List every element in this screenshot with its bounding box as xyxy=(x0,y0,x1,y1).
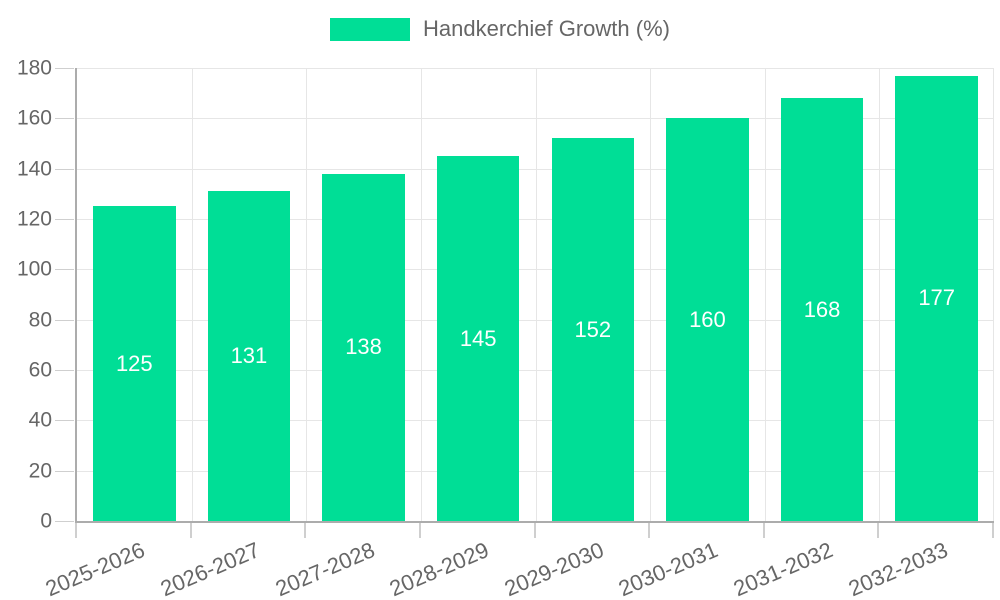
y-tick-mark-20 xyxy=(55,470,74,472)
y-tick-label-20: 20 xyxy=(28,459,52,483)
y-tick-mark-120 xyxy=(55,219,74,220)
legend-swatch xyxy=(330,17,410,41)
x-tick-mark-1 xyxy=(189,523,192,538)
bar-2030-2031[interactable]: 160 xyxy=(666,118,749,521)
v-gridline-4 xyxy=(535,68,537,521)
v-gridline-7 xyxy=(879,68,881,521)
bar-2029-2030[interactable]: 152 xyxy=(551,138,635,521)
v-gridline-6 xyxy=(764,68,766,521)
bar-2025-2026[interactable]: 125 xyxy=(93,206,176,521)
x-tick-mark-8 xyxy=(992,523,994,538)
y-tick-mark-160 xyxy=(55,118,74,120)
x-tick-mark-5 xyxy=(648,523,651,538)
bar-2027-2028[interactable]: 138 xyxy=(322,173,405,521)
bar-2026-2027[interactable]: 131 xyxy=(207,191,291,521)
y-tick-label-60: 60 xyxy=(28,358,52,382)
legend-item[interactable]: Handkerchief Growth (%) xyxy=(0,16,1000,41)
x-tick-mark-6 xyxy=(762,523,765,538)
y-tick-mark-140 xyxy=(55,168,74,170)
v-gridline-1 xyxy=(191,68,193,521)
bar-value-label: 152 xyxy=(574,316,612,342)
bar-value-label: 145 xyxy=(459,325,497,351)
bar-2031-2032[interactable]: 168 xyxy=(780,98,864,521)
bar-value-label: 160 xyxy=(689,306,726,332)
y-tick-mark-180 xyxy=(55,68,74,69)
bar-2028-2029[interactable]: 145 xyxy=(436,156,520,521)
y-tick-label-80: 80 xyxy=(28,308,52,332)
x-tick-mark-4 xyxy=(533,523,536,538)
x-tick-label-2025-2026: 2025-2026 xyxy=(42,537,149,600)
x-tick-mark-7 xyxy=(877,523,880,538)
bar-value-label: 168 xyxy=(803,296,841,322)
plot-area: 125 131 138 145 152 160 168 177 xyxy=(75,68,994,523)
bar-value-label: 131 xyxy=(230,343,268,369)
y-tick-label-140: 140 xyxy=(16,157,52,181)
y-tick-mark-60 xyxy=(55,370,74,371)
y-tick-label-40: 40 xyxy=(28,408,52,432)
y-tick-mark-80 xyxy=(55,319,74,321)
y-tick-mark-40 xyxy=(55,420,74,422)
y-tick-mark-100 xyxy=(55,269,74,271)
v-gridline-8 xyxy=(993,68,994,521)
bar-value-label: 177 xyxy=(918,285,956,311)
bar-value-label: 138 xyxy=(345,334,382,360)
v-gridline-5 xyxy=(650,68,652,521)
y-tick-label-0: 0 xyxy=(40,509,52,533)
y-tick-label-180: 180 xyxy=(16,56,52,80)
y-tick-mark-0 xyxy=(55,521,74,522)
bar-value-label: 125 xyxy=(115,350,153,376)
x-tick-mark-3 xyxy=(418,523,421,538)
x-tick-mark-2 xyxy=(304,523,307,538)
legend-label: Handkerchief Growth (%) xyxy=(423,16,670,41)
x-tick-mark-0 xyxy=(75,523,77,538)
v-gridline-2 xyxy=(306,68,308,521)
y-tick-label-100: 100 xyxy=(16,257,52,281)
v-gridline-3 xyxy=(420,68,422,521)
y-tick-label-120: 120 xyxy=(16,207,52,231)
y-tick-label-160: 160 xyxy=(16,106,52,130)
bar-2032-2033[interactable]: 177 xyxy=(895,75,978,521)
